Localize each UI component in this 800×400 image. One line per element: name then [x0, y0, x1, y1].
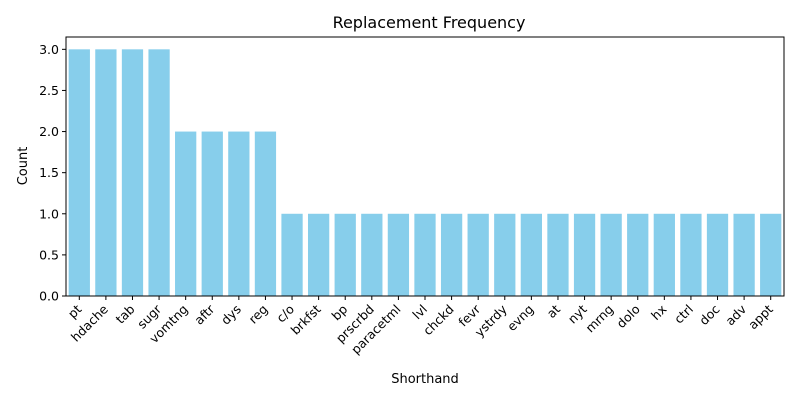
- bar-ctrl: [680, 213, 702, 296]
- bar-chckd: [440, 213, 463, 296]
- x-tick-label: evng: [504, 302, 536, 334]
- plot-frame: [65, 36, 785, 297]
- bar-c-o: [281, 213, 303, 296]
- y-tick-label: 3.0: [39, 42, 59, 57]
- y-tick-label: 1.0: [39, 206, 59, 221]
- x-tick-label: brkfst: [288, 301, 324, 337]
- y-axis-label: Count: [16, 147, 31, 186]
- x-tick-label: tab: [112, 301, 137, 326]
- x-tick-label: hx: [648, 302, 669, 323]
- y-tick-label: 0.0: [39, 289, 59, 304]
- bar-appt: [760, 213, 782, 296]
- bar-lvl: [414, 213, 436, 296]
- bar-doc: [706, 213, 729, 296]
- bars: [68, 49, 782, 296]
- bar-dys: [228, 131, 250, 296]
- x-tick-label: chckd: [420, 302, 457, 339]
- bar-evng: [520, 213, 542, 296]
- bar-brkfst: [307, 213, 330, 296]
- bar-tab: [121, 49, 144, 296]
- x-tick-label: appt: [745, 301, 776, 332]
- x-tick-label: dys: [218, 302, 244, 328]
- bar-nyt: [573, 213, 596, 296]
- x-axis-label: Shorthand: [391, 372, 459, 387]
- bar-paracetml: [387, 213, 410, 296]
- bar-at: [547, 213, 569, 296]
- bar-sugr: [148, 49, 170, 296]
- x-tick-label: pt: [65, 301, 85, 321]
- bar-adv: [733, 213, 755, 296]
- x-tick-label: lvl: [409, 302, 430, 323]
- y-tick-label: 2.0: [39, 124, 59, 139]
- y-axis-ticks: 0.0 0.5 1.0 1.5 2.0 2.5 3.0: [39, 42, 66, 304]
- bar-fevr: [467, 213, 489, 296]
- x-tick-label: doc: [696, 301, 723, 328]
- x-tick-label: at: [544, 301, 564, 321]
- bar-prscrbd: [361, 213, 383, 296]
- x-tick-label: ctrl: [671, 302, 696, 327]
- x-tick-label: adv: [722, 301, 749, 328]
- y-tick-label: 0.5: [39, 247, 59, 262]
- x-tick-label: aftr: [191, 301, 218, 328]
- bar-pt: [68, 49, 90, 296]
- bar-hx: [653, 213, 675, 296]
- chart-title: Replacement Frequency: [333, 13, 526, 32]
- bar-aftr: [201, 131, 223, 296]
- bar-dolo: [627, 213, 649, 296]
- bar-bp: [334, 213, 356, 296]
- y-tick-label: 2.5: [39, 83, 59, 98]
- bar-hdache: [95, 49, 117, 296]
- bar-ystrdy: [494, 213, 516, 296]
- bar-reg: [254, 131, 277, 296]
- bar-mrng: [600, 213, 622, 296]
- bar-vomtng: [175, 131, 197, 296]
- x-tick-label: reg: [245, 302, 270, 327]
- x-tick-label: dolo: [613, 302, 642, 331]
- x-tick-label: mrng: [582, 302, 616, 336]
- y-tick-label: 1.5: [39, 165, 59, 180]
